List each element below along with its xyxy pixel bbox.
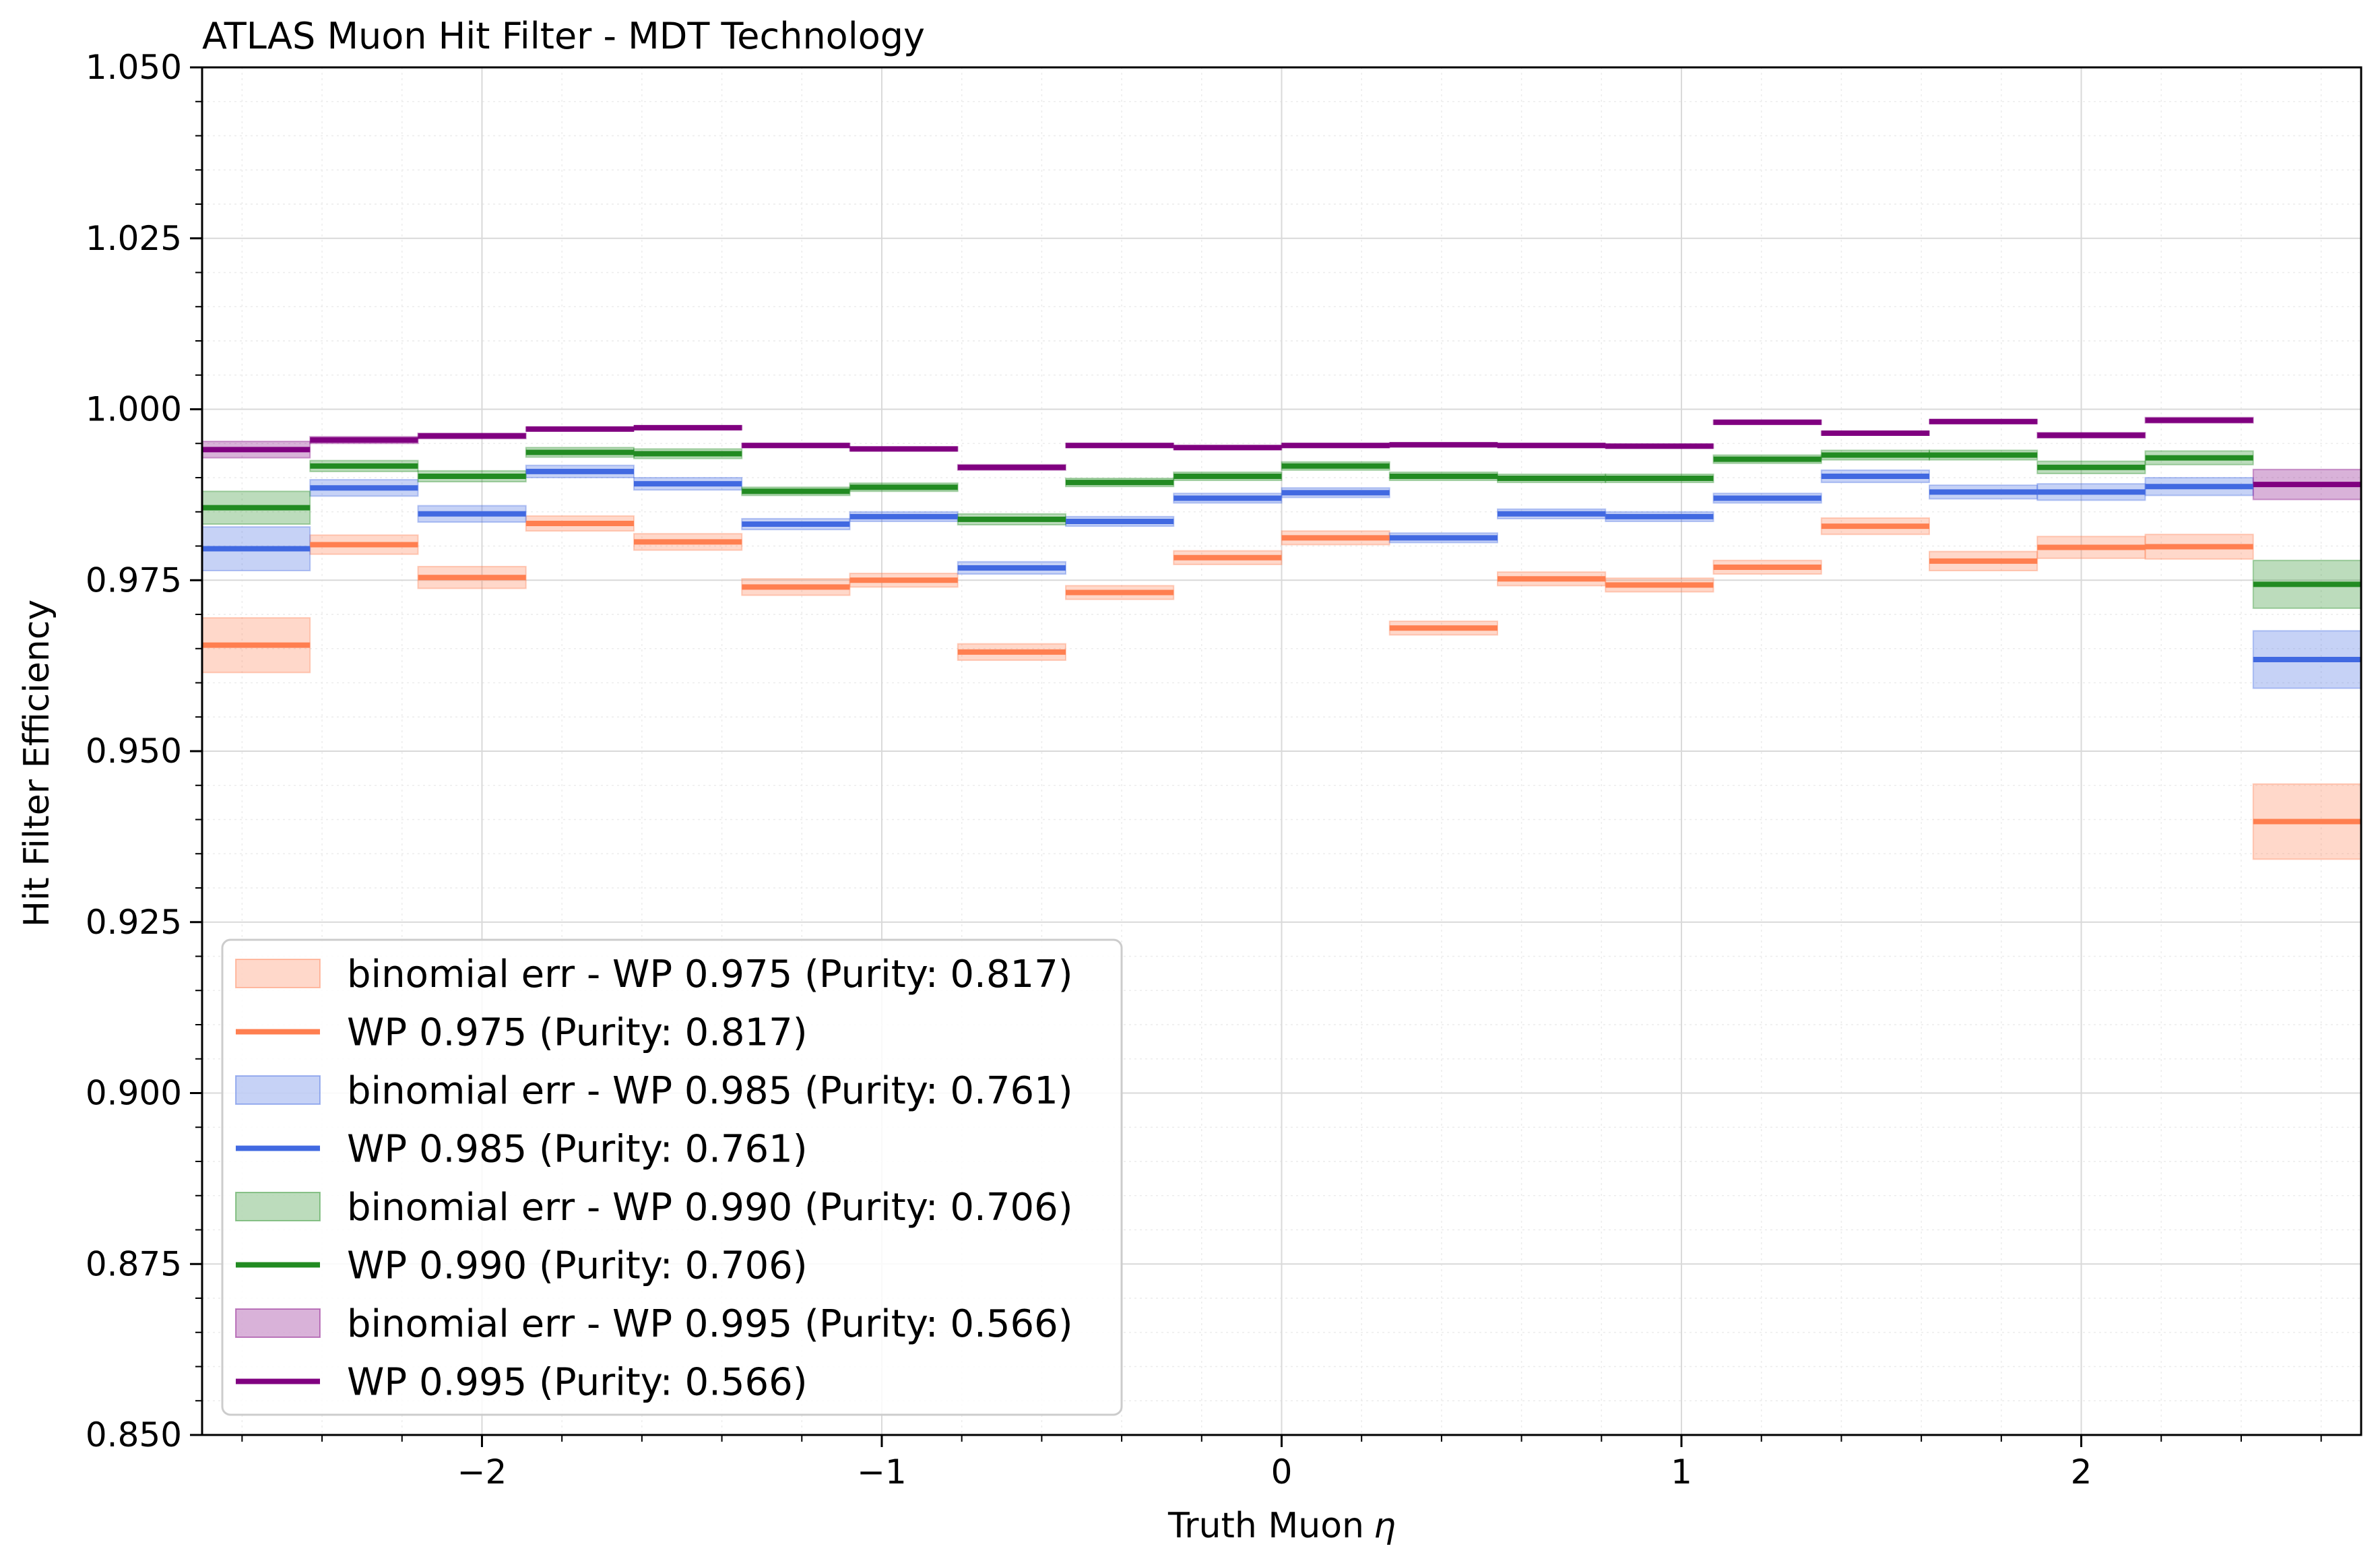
y-tick-label: 1.000	[86, 390, 182, 429]
x-tick-label: 0	[1271, 1452, 1293, 1492]
y-tick-label: 1.050	[86, 48, 182, 87]
x-tick-label: −2	[457, 1452, 507, 1492]
legend-band-label-1: binomial err - WP 0.975 (Purity: 0.817)	[347, 953, 1073, 996]
legend-line-label-4: WP 0.995 (Purity: 0.566)	[347, 1361, 808, 1405]
legend-band-swatch-1	[235, 959, 321, 988]
legend-band-swatch-2	[235, 1075, 321, 1105]
plot-frame	[201, 66, 2362, 1436]
legend-line-label-3: WP 0.990 (Purity: 0.706)	[347, 1244, 808, 1288]
x-tick-label: 2	[2071, 1452, 2092, 1492]
legend-band-swatch-4	[235, 1308, 321, 1338]
chart-title: ATLAS Muon Hit Filter - MDT Technology	[202, 15, 925, 57]
legend-band-label-2: binomial err - WP 0.985 (Purity: 0.761)	[347, 1069, 1073, 1113]
x-tick-label: 1	[1671, 1452, 1692, 1492]
y-tick-label: 1.025	[86, 219, 182, 258]
y-axis-title: Hit Filter Efficiency	[17, 600, 57, 927]
legend-box	[221, 938, 1123, 1416]
axis-ticks	[190, 66, 2322, 1447]
x-axis-label: Truth Muon	[1167, 1506, 1364, 1546]
legend-band-swatch-3	[235, 1192, 321, 1221]
y-tick-label: 0.850	[86, 1415, 182, 1454]
y-tick-label: 0.900	[86, 1074, 182, 1113]
x-axis-title: Truth Muon η	[1167, 1506, 1396, 1546]
x-tick-label: −1	[857, 1452, 907, 1492]
y-tick-label: 0.975	[86, 561, 182, 600]
y-tick-label: 0.950	[86, 732, 182, 771]
legend: binomial err - WP 0.975 (Purity: 0.817) W…	[221, 938, 1123, 1416]
series-lines	[202, 417, 2361, 825]
legend-band-label-4: binomial err - WP 0.995 (Purity: 0.566)	[347, 1302, 1073, 1346]
tick-labels: −2 −1 0 1 2 0.850 0.875 0.900 0.925 0.950 0.975 1.0…	[86, 48, 2092, 1492]
x-axis-symbol: η	[1374, 1506, 1396, 1546]
y-tick-label: 0.875	[86, 1244, 182, 1283]
legend-line-label-2: WP 0.985 (Purity: 0.761)	[347, 1128, 808, 1172]
legend-band-label-3: binomial err - WP 0.990 (Purity: 0.706)	[347, 1186, 1073, 1229]
legend-line-label-1: WP 0.975 (Purity: 0.817)	[347, 1011, 808, 1055]
y-tick-label: 0.925	[86, 903, 182, 942]
